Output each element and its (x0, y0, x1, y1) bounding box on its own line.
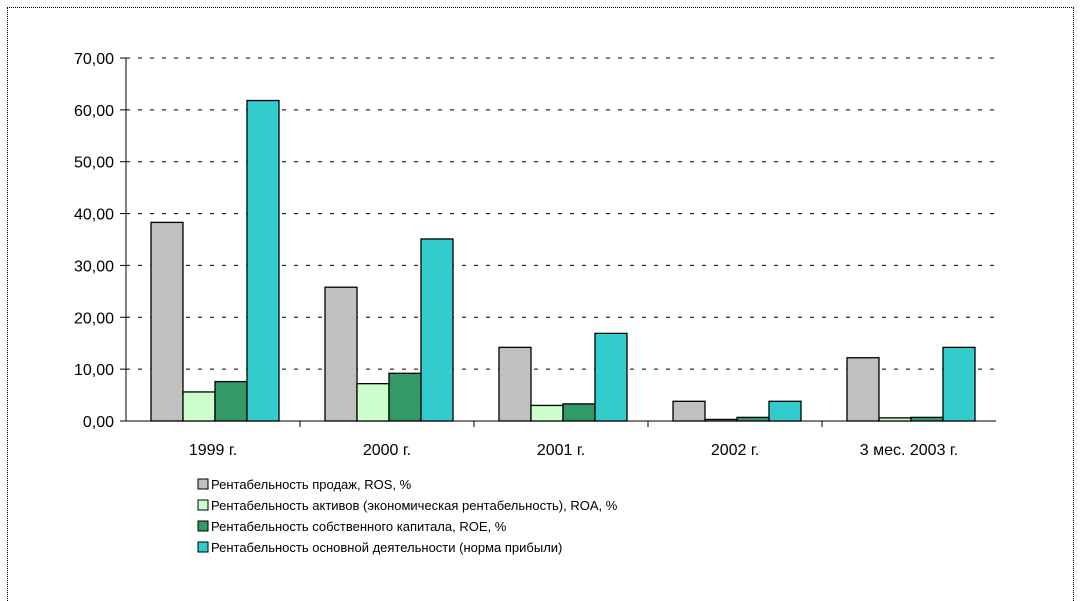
x-tick-label: 3 мес. 2003 г. (860, 442, 959, 459)
legend-label: Рентабельность продаж, ROS, % (211, 477, 412, 492)
x-tick-label: 2002 г. (711, 442, 759, 459)
bar (768, 400, 802, 422)
legend-label: Рентабельность основной деятельности (но… (211, 540, 562, 555)
bar (530, 404, 564, 422)
bar (942, 346, 976, 422)
bar (356, 383, 390, 422)
y-tick-label: 60,00 (74, 103, 114, 120)
y-axis-tick-labels: 0,00 10,00 20,00 30,00 40,00 50,00 60,00 70,00 (74, 51, 114, 431)
bar (420, 238, 454, 422)
bar (388, 372, 422, 422)
y-tick-label: 40,00 (74, 207, 114, 224)
legend-swatch (197, 520, 209, 532)
x-tick-label: 2001 г. (537, 442, 585, 459)
y-tick-label: 20,00 (74, 310, 114, 327)
y-tick-label: 0,00 (83, 414, 114, 431)
legend-label: Рентабельность собственного капитала, RO… (211, 519, 507, 534)
bar (736, 416, 770, 422)
axes (120, 57, 996, 427)
legend-swatch (197, 499, 209, 511)
legend: Рентабельность продаж, ROS, % Рентабельно… (197, 477, 618, 555)
y-tick-label: 70,00 (74, 51, 114, 68)
bar (594, 332, 628, 422)
bars (150, 99, 976, 422)
y-tick-label: 10,00 (74, 362, 114, 379)
bar (214, 380, 248, 422)
x-tick-label: 2000 г. (363, 442, 411, 459)
bar (672, 400, 706, 422)
bar (324, 286, 358, 422)
x-tick-label: 1999 г. (189, 442, 237, 459)
y-tick-label: 50,00 (74, 155, 114, 172)
bar (562, 403, 596, 422)
legend-swatch (197, 478, 209, 490)
chart-frame (7, 7, 1074, 601)
x-axis-tick-labels: 1999 г. 2000 г. 2001 г. 2002 г. 3 мес. 2003 … (189, 442, 958, 459)
legend-swatch (197, 541, 209, 553)
y-tick-label: 30,00 (74, 258, 114, 275)
bar (246, 99, 280, 422)
bar (910, 416, 944, 422)
bar (498, 346, 532, 422)
bar (150, 221, 184, 422)
bar (182, 391, 216, 422)
legend-label: Рентабельность активов (экономическая ре… (211, 498, 618, 513)
bar (846, 357, 880, 422)
